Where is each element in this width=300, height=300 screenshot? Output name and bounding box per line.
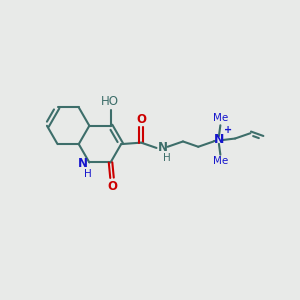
Text: N: N [214,134,224,146]
Text: H: H [163,153,171,163]
Text: N: N [158,141,168,154]
Text: N: N [78,157,88,169]
Text: Me: Me [213,157,229,166]
Text: Me: Me [213,113,229,124]
Text: +: + [224,125,232,135]
Text: HO: HO [101,95,119,108]
Text: O: O [107,180,117,193]
Text: O: O [136,112,146,126]
Text: H: H [84,169,92,179]
